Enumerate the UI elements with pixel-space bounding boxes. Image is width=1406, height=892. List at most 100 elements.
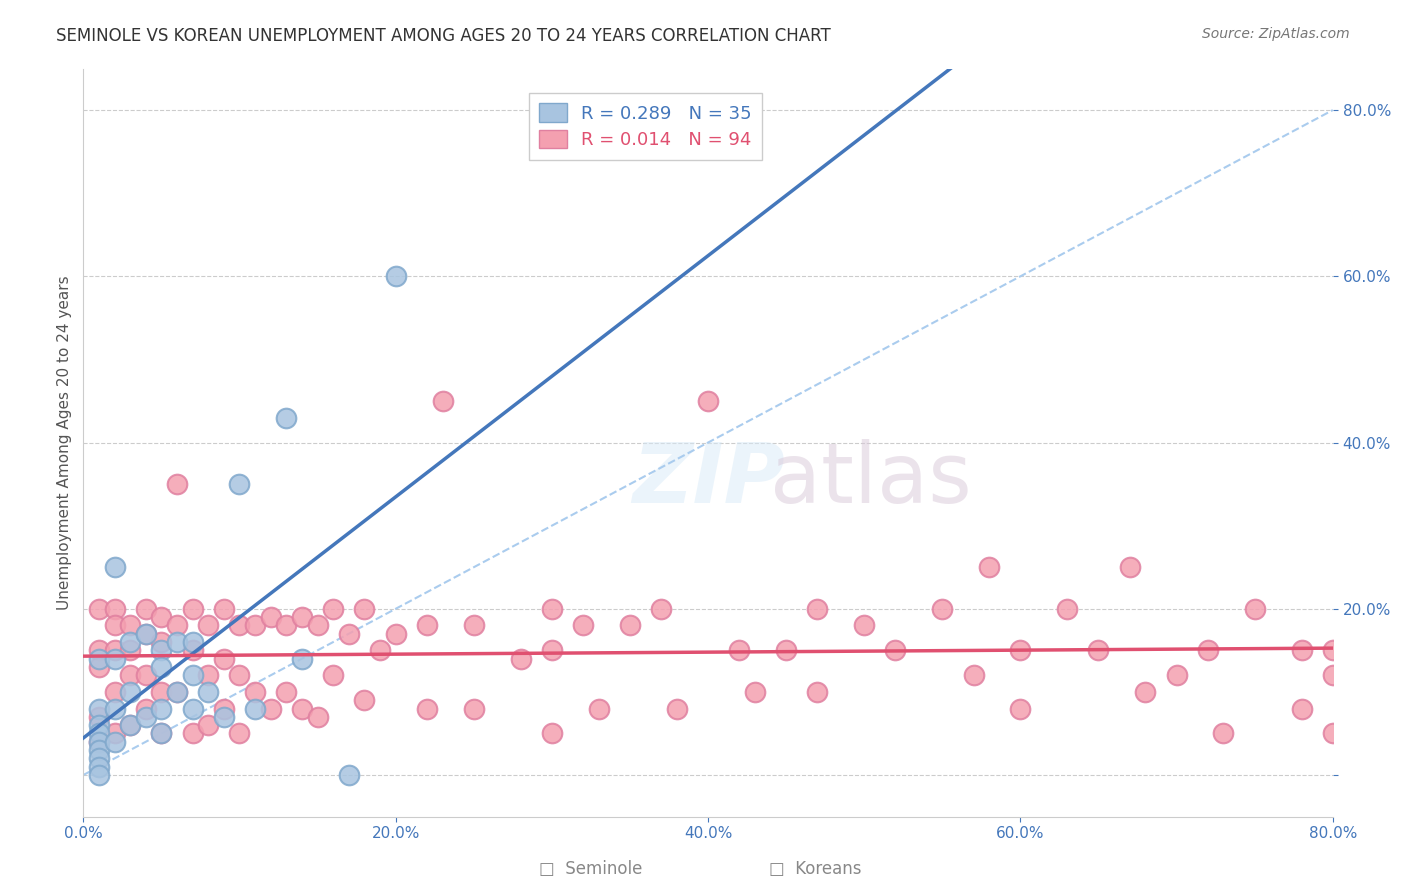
Point	[1322, 643, 1344, 657]
Point	[181, 668, 204, 682]
Point	[337, 768, 360, 782]
Point	[135, 710, 157, 724]
Text: Source: ZipAtlas.com: Source: ZipAtlas.com	[1202, 27, 1350, 41]
Point	[103, 726, 125, 740]
Point	[212, 651, 235, 665]
Point	[276, 685, 298, 699]
Point	[103, 643, 125, 657]
Point	[87, 743, 110, 757]
Point	[619, 618, 641, 632]
Point	[291, 701, 314, 715]
Point	[103, 560, 125, 574]
Point	[1135, 685, 1157, 699]
Point	[228, 477, 250, 491]
Point	[87, 760, 110, 774]
Point	[291, 610, 314, 624]
Point	[884, 643, 907, 657]
Point	[775, 643, 797, 657]
Point	[1010, 701, 1032, 715]
Point	[166, 477, 188, 491]
Point	[166, 618, 188, 632]
Point	[540, 602, 562, 616]
Point	[87, 726, 110, 740]
Point	[416, 701, 439, 715]
Point	[416, 618, 439, 632]
Point	[181, 602, 204, 616]
Point	[260, 610, 283, 624]
Point	[87, 643, 110, 657]
Point	[87, 718, 110, 732]
Point	[135, 701, 157, 715]
Point	[337, 626, 360, 640]
Point	[87, 701, 110, 715]
Point	[212, 701, 235, 715]
Point	[103, 685, 125, 699]
Point	[260, 701, 283, 715]
Point	[1322, 726, 1344, 740]
Point	[166, 685, 188, 699]
Point	[135, 626, 157, 640]
Point	[103, 735, 125, 749]
Point	[697, 394, 720, 409]
Point	[228, 618, 250, 632]
Point	[384, 269, 406, 284]
Point	[1119, 560, 1142, 574]
Point	[87, 710, 110, 724]
Point	[1243, 602, 1265, 616]
Point	[197, 668, 219, 682]
Point	[368, 643, 391, 657]
Point	[197, 618, 219, 632]
Point	[103, 618, 125, 632]
Point	[150, 660, 173, 674]
Point	[463, 618, 485, 632]
Point	[150, 726, 173, 740]
Point	[87, 768, 110, 782]
Point	[1212, 726, 1234, 740]
Point	[1291, 643, 1313, 657]
Point	[806, 602, 828, 616]
Point	[228, 726, 250, 740]
Point	[120, 668, 142, 682]
Point	[540, 726, 562, 740]
Legend: R = 0.289   N = 35, R = 0.014   N = 94: R = 0.289 N = 35, R = 0.014 N = 94	[529, 93, 762, 160]
Text: □  Seminole: □ Seminole	[538, 860, 643, 878]
Point	[291, 651, 314, 665]
Point	[135, 602, 157, 616]
Point	[166, 635, 188, 649]
Point	[87, 660, 110, 674]
Point	[87, 735, 110, 749]
Point	[322, 602, 344, 616]
Point	[307, 710, 329, 724]
Point	[665, 701, 688, 715]
Point	[243, 701, 266, 715]
Point	[432, 394, 454, 409]
Point	[1197, 643, 1219, 657]
Text: ZIP: ZIP	[631, 440, 785, 520]
Point	[87, 735, 110, 749]
Point	[962, 668, 984, 682]
Point	[197, 718, 219, 732]
Point	[135, 626, 157, 640]
Point	[212, 710, 235, 724]
Point	[135, 668, 157, 682]
Point	[181, 701, 204, 715]
Point	[979, 560, 1001, 574]
Point	[150, 635, 173, 649]
Text: SEMINOLE VS KOREAN UNEMPLOYMENT AMONG AGES 20 TO 24 YEARS CORRELATION CHART: SEMINOLE VS KOREAN UNEMPLOYMENT AMONG AG…	[56, 27, 831, 45]
Point	[197, 685, 219, 699]
Point	[103, 701, 125, 715]
Point	[1087, 643, 1109, 657]
Point	[276, 618, 298, 632]
Point	[150, 610, 173, 624]
Point	[650, 602, 672, 616]
Point	[353, 693, 375, 707]
Point	[150, 726, 173, 740]
Point	[509, 651, 531, 665]
Point	[853, 618, 876, 632]
Point	[87, 602, 110, 616]
Point	[1291, 701, 1313, 715]
Point	[181, 726, 204, 740]
Point	[1166, 668, 1188, 682]
Point	[120, 618, 142, 632]
Point	[103, 651, 125, 665]
